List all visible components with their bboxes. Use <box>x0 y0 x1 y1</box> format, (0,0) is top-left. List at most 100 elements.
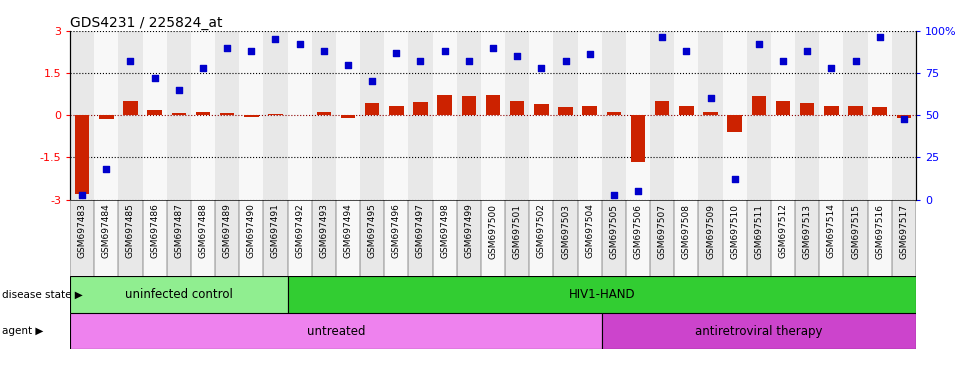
Point <box>99 166 114 172</box>
Point <box>533 65 549 71</box>
Bar <box>843 31 867 200</box>
Text: GSM697513: GSM697513 <box>803 204 811 258</box>
Text: GSM697486: GSM697486 <box>150 204 159 258</box>
Point <box>195 65 211 71</box>
Bar <box>554 200 578 276</box>
Point <box>485 45 500 51</box>
Bar <box>74 115 89 194</box>
Bar <box>264 200 288 276</box>
Bar <box>602 200 626 276</box>
Text: GSM697492: GSM697492 <box>296 204 304 258</box>
Bar <box>70 200 94 276</box>
Bar <box>99 115 114 119</box>
Text: GSM697499: GSM697499 <box>465 204 473 258</box>
Text: GSM697514: GSM697514 <box>827 204 836 258</box>
Text: GSM697512: GSM697512 <box>779 204 787 258</box>
Bar <box>288 31 312 200</box>
Bar <box>413 102 428 115</box>
Bar <box>486 95 500 115</box>
Bar <box>795 200 819 276</box>
Bar <box>747 31 771 200</box>
Bar <box>674 31 698 200</box>
Text: GSM697517: GSM697517 <box>899 204 908 258</box>
Bar <box>457 31 481 200</box>
Point <box>292 41 307 47</box>
Point <box>800 48 815 54</box>
Bar <box>389 106 404 115</box>
Text: GSM697504: GSM697504 <box>585 204 594 258</box>
Bar <box>240 200 264 276</box>
Text: GSM697493: GSM697493 <box>320 204 328 258</box>
Bar <box>264 31 288 200</box>
Bar <box>674 200 698 276</box>
Bar <box>655 101 669 115</box>
Text: GSM697510: GSM697510 <box>730 204 739 258</box>
Point <box>703 95 719 101</box>
Point <box>727 176 743 182</box>
Bar <box>384 31 409 200</box>
Bar <box>167 200 191 276</box>
Bar <box>215 31 240 200</box>
Bar <box>341 115 355 118</box>
Bar <box>698 31 723 200</box>
Point <box>582 51 597 58</box>
Bar <box>776 101 790 115</box>
Text: uninfected control: uninfected control <box>125 288 233 301</box>
Bar <box>698 200 723 276</box>
Bar <box>70 31 94 200</box>
Bar <box>578 200 602 276</box>
Point <box>776 58 791 64</box>
Bar <box>650 31 674 200</box>
Bar <box>703 112 718 115</box>
Bar <box>70 313 602 349</box>
Text: GSM697508: GSM697508 <box>682 204 691 258</box>
Text: agent ▶: agent ▶ <box>2 326 43 336</box>
Text: GSM697506: GSM697506 <box>634 204 642 258</box>
Text: GSM697483: GSM697483 <box>77 204 87 258</box>
Bar <box>288 276 916 313</box>
Point <box>679 48 695 54</box>
Bar <box>124 101 138 115</box>
Point <box>437 48 452 54</box>
Bar <box>578 31 602 200</box>
Text: HIV1-HAND: HIV1-HAND <box>568 288 635 301</box>
Bar <box>240 31 264 200</box>
Bar <box>360 31 384 200</box>
Bar <box>505 200 529 276</box>
Bar <box>167 31 191 200</box>
Bar <box>892 31 916 200</box>
Point <box>872 35 888 41</box>
Point <box>557 58 573 64</box>
Bar <box>172 113 186 115</box>
Bar <box>409 200 433 276</box>
Bar <box>747 200 771 276</box>
Text: GSM697484: GSM697484 <box>101 204 111 258</box>
Bar <box>602 313 916 349</box>
Text: GSM697502: GSM697502 <box>537 204 546 258</box>
Text: GSM697516: GSM697516 <box>875 204 884 258</box>
Point <box>388 50 404 56</box>
Bar <box>244 115 259 118</box>
Text: GSM697503: GSM697503 <box>561 204 570 258</box>
Bar <box>215 200 240 276</box>
Bar <box>336 31 360 200</box>
Bar <box>626 200 650 276</box>
Bar <box>554 31 578 200</box>
Bar <box>196 112 211 115</box>
Bar <box>848 106 863 115</box>
Bar <box>607 112 621 115</box>
Bar <box>723 200 747 276</box>
Point <box>243 48 259 54</box>
Point <box>606 192 621 198</box>
Bar <box>288 200 312 276</box>
Bar <box>795 31 819 200</box>
Bar <box>867 31 892 200</box>
Bar <box>317 112 331 115</box>
Bar <box>631 115 645 162</box>
Bar <box>220 113 235 115</box>
Text: GSM697496: GSM697496 <box>392 204 401 258</box>
Bar <box>824 106 838 115</box>
Bar <box>191 31 215 200</box>
Point <box>123 58 138 64</box>
Point <box>364 78 380 84</box>
